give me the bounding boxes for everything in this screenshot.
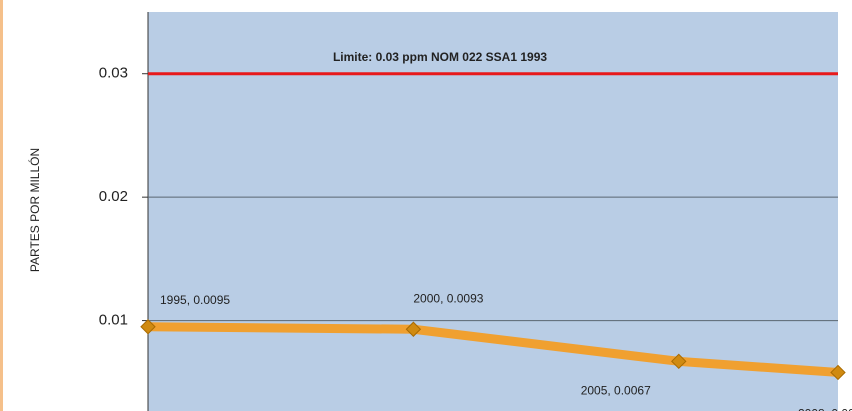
y-tick-label: 0.03 [99, 65, 128, 82]
point-marker [140, 319, 156, 335]
y-axis-label: PARTES POR MILLÓN [27, 148, 42, 272]
y-tick-label: 0.01 [99, 312, 128, 329]
data-label: 2005, 0.0067 [581, 384, 651, 398]
data-label: 1995, 0.0095 [160, 293, 230, 307]
series-line [147, 322, 839, 377]
left-edge [0, 0, 3, 411]
limit-label: Limite: 0.03 ppm NOM 022 SSA1 1993 [333, 50, 547, 64]
data-label: 2000, 0.0093 [413, 291, 483, 305]
point-marker [830, 364, 846, 381]
point-marker [671, 353, 687, 370]
point-marker [405, 321, 422, 337]
plot-area [148, 12, 838, 411]
y-tick-label: 0.02 [99, 188, 128, 205]
data-label: 2008, 0.0058 [798, 407, 852, 411]
